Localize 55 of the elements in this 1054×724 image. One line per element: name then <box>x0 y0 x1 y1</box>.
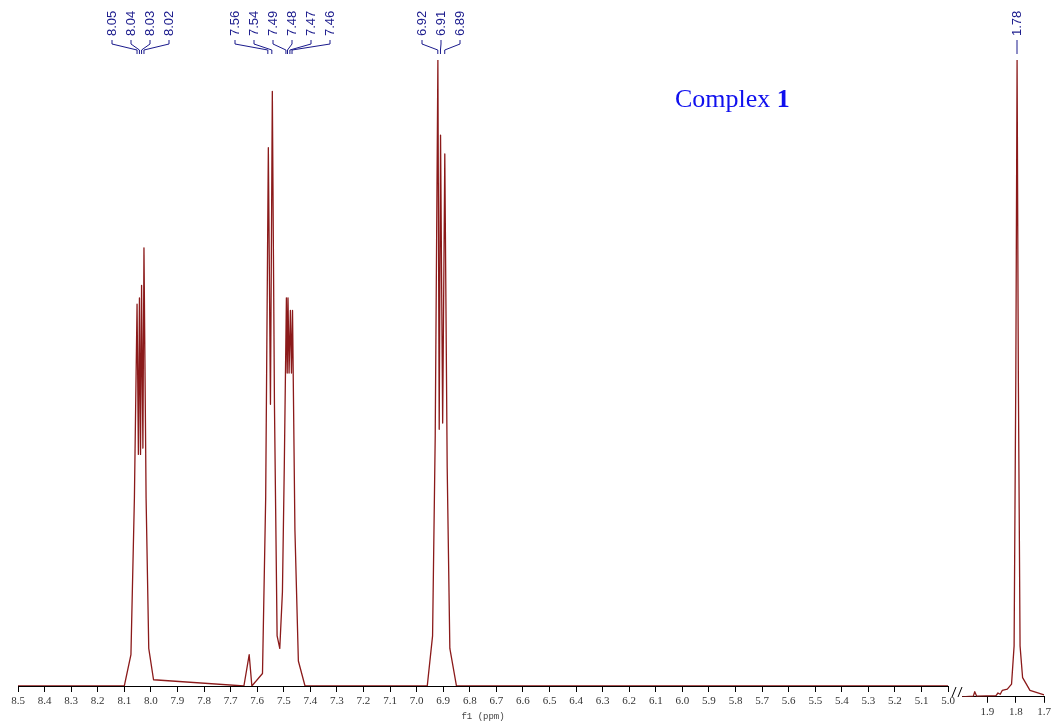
x-tick-label: 6.9 <box>436 694 451 707</box>
x-tick-label: 7.3 <box>330 694 345 707</box>
x-tick-label: 7.6 <box>250 694 265 707</box>
x-tick-label: 6.5 <box>542 694 557 707</box>
annotation: 6.89 <box>451 10 467 36</box>
x-tick-label: 6.6 <box>516 694 531 707</box>
x-tick-label: 1.7 <box>1037 705 1052 718</box>
x-tick-label: 8.5 <box>11 694 26 707</box>
x-tick-label: 8.4 <box>37 694 52 707</box>
annotation: 7.46 <box>322 10 338 36</box>
x-tick-label: 7.4 <box>303 694 318 707</box>
x-tick-label: 6.4 <box>569 694 584 707</box>
x-tick-label: 6.8 <box>462 694 478 707</box>
annotation: 7.54 <box>246 10 262 36</box>
annotation: 6.91 <box>432 10 448 36</box>
x-axis-title: f1 (ppm) <box>461 711 505 722</box>
x-tick-label: 7.7 <box>223 694 238 707</box>
x-tick-label: 5.9 <box>702 694 717 707</box>
x-tick-label: 7.8 <box>197 694 212 707</box>
x-tick-label: 7.0 <box>409 694 424 707</box>
annotation: 6.92 <box>413 10 429 36</box>
x-tick-label: 5.7 <box>755 694 770 707</box>
x-tick-label: 7.9 <box>170 694 185 707</box>
text: Complex 1 <box>675 84 790 113</box>
x-tick-label: 5.1 <box>914 694 929 707</box>
annotation: 7.49 <box>265 10 281 36</box>
annotation: 8.03 <box>141 10 157 36</box>
x-tick-label: 5.3 <box>861 694 876 707</box>
x-tick-label: 7.1 <box>383 694 397 707</box>
x-tick-label: 8.1 <box>117 694 132 707</box>
x-tick-label: 8.3 <box>64 694 79 707</box>
x-tick-label: 5.6 <box>781 694 797 707</box>
annotation: 1.78 <box>1008 10 1024 36</box>
x-tick-label: 5.4 <box>834 694 850 707</box>
x-tick-label: 6.7 <box>489 694 504 707</box>
x-tick-label: 7.2 <box>356 694 371 707</box>
x-tick-label: 5.2 <box>888 694 902 707</box>
annotation: 7.56 <box>227 10 243 36</box>
annotation: 8.02 <box>160 10 176 36</box>
x-tick-label: 8.2 <box>90 694 105 707</box>
x-tick-label: 1.8 <box>1008 705 1024 718</box>
x-tick-label: 5.5 <box>808 694 823 707</box>
x-tick-label: 1.9 <box>980 705 995 718</box>
annotation: 7.48 <box>284 10 300 36</box>
annotation: 7.47 <box>303 10 319 36</box>
annotation: 8.04 <box>122 10 138 36</box>
x-tick-label: 6.1 <box>648 694 663 707</box>
x-tick-label: 6.2 <box>622 694 637 707</box>
x-tick-label: 5.0 <box>941 694 956 707</box>
x-tick-label: 6.0 <box>675 694 690 707</box>
x-tick-label: 7.5 <box>276 694 292 707</box>
x-tick-label: 8.0 <box>144 694 159 707</box>
annotation: 8.05 <box>103 10 119 36</box>
x-tick-label: 5.8 <box>728 694 743 707</box>
x-tick-label: 6.3 <box>595 694 611 707</box>
